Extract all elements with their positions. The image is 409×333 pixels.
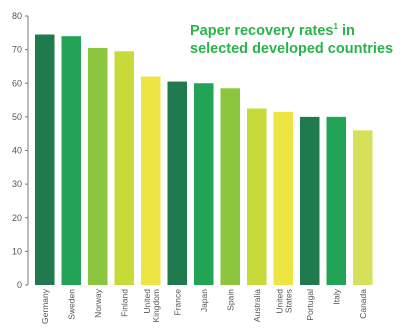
y-tick-label: 10 [12, 246, 22, 256]
x-tick-label: Canada [358, 289, 368, 319]
x-tick-label: UnitedKingdom [142, 289, 161, 323]
x-tick-label: Japan [199, 289, 209, 312]
x-tick-label: Portugal [305, 289, 315, 321]
x-axis-labels: Germany Sweden Norway Finland UnitedKingdom F… [40, 288, 368, 324]
x-tick-label: Norway [93, 288, 103, 318]
y-tick-label: 0 [17, 280, 22, 290]
bar [167, 81, 187, 285]
x-tick-label: Australia [252, 289, 262, 322]
y-tick-label: 50 [12, 112, 22, 122]
chart-title-line-1: Paper recovery rates1 in [190, 22, 355, 39]
y-tick-label: 30 [12, 179, 22, 189]
bar [141, 76, 161, 286]
bars [35, 34, 373, 286]
chart-title: Paper recovery rates1 in selected develo… [190, 22, 393, 57]
x-tick-label: Finland [119, 289, 129, 317]
bar [194, 83, 214, 285]
y-tick-label: 20 [12, 213, 22, 223]
bar [114, 51, 134, 286]
y-tick-label: 70 [12, 45, 22, 55]
bar [247, 108, 267, 285]
bar [326, 116, 346, 285]
chart-title-line-2: selected developed countries [190, 41, 393, 57]
bar [300, 116, 320, 285]
bar [35, 34, 55, 286]
x-tick-label: Sweden [66, 289, 76, 320]
x-tick-label: France [172, 289, 182, 316]
x-tick-label: UnitedStates [274, 289, 293, 314]
x-tick-label: Spain [225, 289, 235, 311]
y-tick-label: 80 [12, 11, 22, 21]
x-tick-label: Germany [40, 288, 50, 324]
bar [273, 111, 293, 285]
y-tick-label: 40 [12, 146, 22, 156]
y-tick-label: 60 [12, 78, 22, 88]
bar [88, 47, 108, 285]
bar [220, 88, 240, 285]
y-axis: 0 10 20 30 40 50 60 70 80 [12, 11, 29, 290]
bar [353, 130, 373, 285]
bar [61, 36, 81, 285]
x-tick-label: Italy [331, 288, 341, 304]
